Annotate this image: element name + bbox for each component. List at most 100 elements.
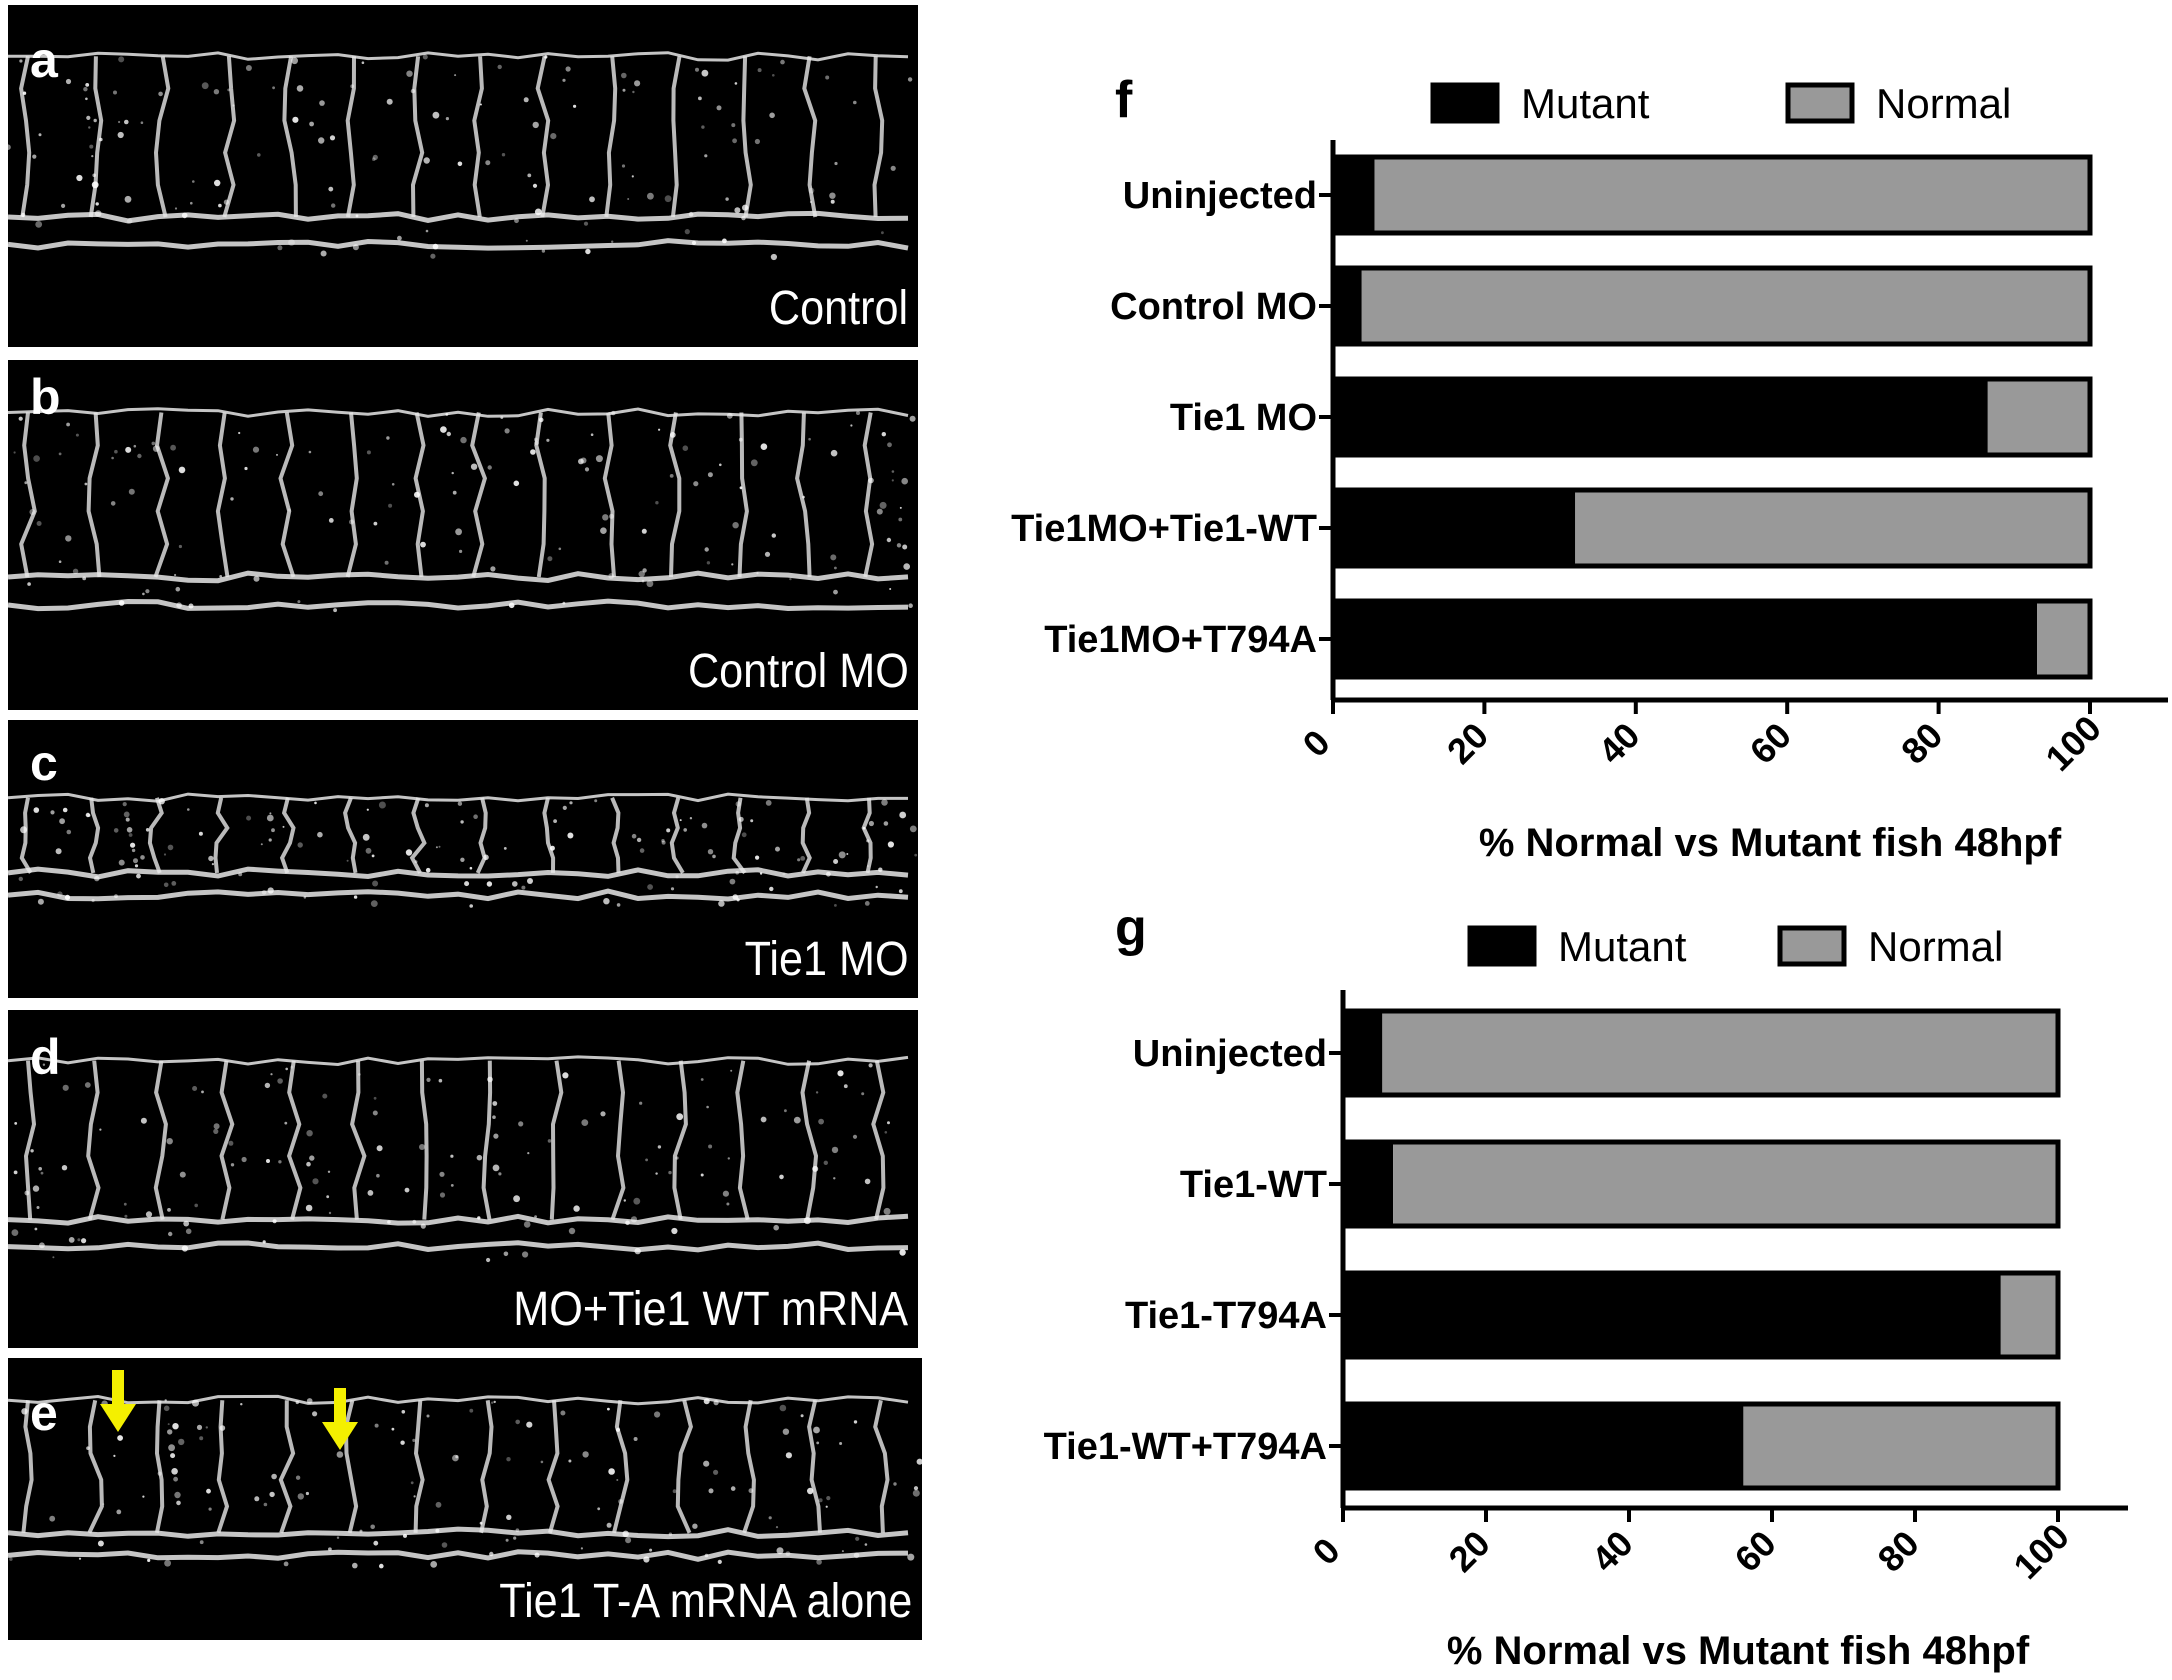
speckle: [487, 465, 492, 470]
speckle: [117, 131, 124, 139]
speckle: [647, 192, 654, 200]
speckle: [718, 900, 725, 907]
vessel-line: [873, 1399, 890, 1533]
bar-normal: [1382, 1011, 2058, 1095]
speckle: [565, 66, 571, 72]
speckle: [35, 221, 43, 228]
speckle: [365, 847, 372, 854]
speckle: [735, 801, 741, 807]
speckle: [580, 1547, 584, 1550]
speckle: [352, 244, 359, 251]
speckle: [750, 819, 754, 823]
speckle: [77, 1238, 81, 1242]
speckle: [493, 1133, 499, 1139]
speckle: [862, 826, 866, 830]
speckle: [464, 881, 470, 887]
speckle: [704, 1553, 709, 1558]
speckle: [825, 1505, 828, 1508]
speckle: [498, 1172, 502, 1176]
speckle: [359, 1529, 363, 1533]
speckle: [266, 814, 274, 822]
speckle: [903, 563, 910, 570]
speckle: [306, 1161, 311, 1167]
speckle: [42, 1063, 46, 1066]
speckle: [670, 887, 675, 891]
speckle: [477, 1216, 481, 1220]
speckle: [386, 98, 393, 105]
speckle: [285, 1067, 289, 1071]
speckle: [118, 600, 125, 606]
speckle: [435, 1501, 442, 1508]
speckle: [361, 61, 365, 64]
speckle: [218, 203, 222, 208]
vessel-line: [800, 1060, 819, 1220]
speckle: [457, 801, 463, 806]
yellow-arrow-icon: [100, 1370, 136, 1432]
speckle: [29, 509, 36, 515]
speckle: [454, 74, 457, 77]
speckle: [912, 1489, 920, 1497]
speckle: [562, 78, 566, 82]
vessel-line: [8, 210, 909, 224]
speckle: [483, 854, 489, 861]
bar-normal: [1743, 1404, 2058, 1488]
speckle: [800, 856, 806, 861]
speckle: [123, 1202, 127, 1206]
vessel-line: [610, 797, 621, 873]
speckle: [850, 424, 853, 427]
speckle: [136, 873, 141, 879]
speckle: [167, 844, 174, 851]
speckle: [352, 1562, 358, 1569]
speckle: [76, 174, 83, 182]
speckle: [893, 1482, 897, 1486]
speckle: [296, 85, 304, 92]
vessel-line: [535, 55, 551, 218]
speckle: [547, 1139, 552, 1143]
speckle: [504, 428, 510, 434]
yellow-arrow-icon: [322, 1388, 358, 1450]
vessel-line: [470, 412, 488, 578]
vessel-line: [472, 56, 484, 218]
speckle: [124, 195, 132, 203]
speckle: [691, 240, 697, 245]
speckle: [61, 203, 66, 208]
speckle: [776, 1547, 784, 1555]
speckle: [157, 1471, 162, 1476]
speckle: [346, 859, 349, 862]
vessel-pattern: [8, 1055, 909, 1263]
speckle: [649, 1548, 653, 1552]
speckle: [257, 153, 261, 157]
speckle: [158, 91, 163, 97]
speckle: [830, 554, 837, 561]
vessel-line: [741, 56, 753, 218]
speckle: [327, 1170, 331, 1173]
speckle: [419, 1144, 425, 1150]
speckle: [479, 1521, 483, 1525]
speckle: [706, 1105, 709, 1109]
speckle: [803, 1217, 811, 1225]
speckle: [187, 808, 190, 811]
speckle: [742, 204, 749, 211]
speckle: [58, 560, 62, 563]
speckle: [173, 1476, 179, 1482]
speckle: [831, 1146, 839, 1154]
speckle: [230, 1163, 235, 1167]
speckle: [269, 812, 272, 815]
speckle: [32, 1185, 40, 1192]
speckle: [597, 1507, 601, 1511]
speckle: [878, 867, 883, 872]
panel-caption-e: Tie1 T-A mRNA alone: [479, 1570, 916, 1632]
speckle: [491, 1401, 494, 1404]
speckle: [837, 1070, 844, 1077]
bar-mutant: [1343, 1142, 1394, 1226]
speckle: [725, 197, 729, 201]
speckle: [358, 1073, 361, 1076]
vessel-line: [19, 55, 32, 218]
speckle: [704, 154, 708, 158]
category-label: Tie1 MO: [1170, 397, 1317, 439]
speckle: [174, 207, 178, 210]
speckle: [834, 904, 837, 907]
speckle: [266, 1159, 270, 1163]
speckle: [308, 450, 312, 454]
speckle: [167, 1429, 173, 1435]
